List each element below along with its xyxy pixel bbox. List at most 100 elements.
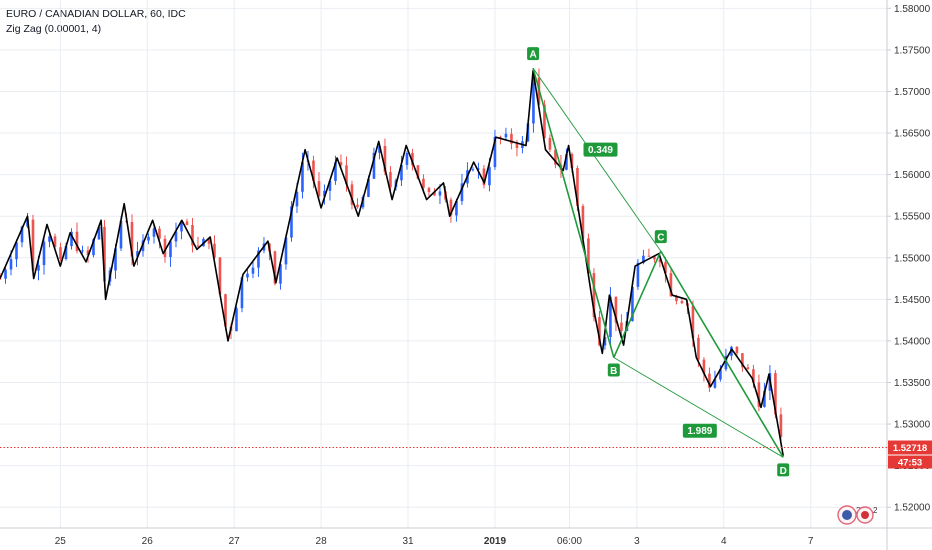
candle-body: [581, 205, 585, 239]
candle-body: [31, 219, 35, 271]
pattern-point-label: B: [610, 366, 617, 377]
candle-body: [763, 390, 766, 407]
candle-body: [284, 237, 288, 265]
candle-body: [609, 296, 612, 338]
candle-body: [48, 236, 51, 242]
pattern-point-badge: [607, 363, 620, 377]
pattern-ratio-label: 1.989: [687, 426, 712, 437]
candle-body: [0, 278, 2, 280]
candle-body: [70, 231, 73, 247]
candle-body: [658, 259, 662, 263]
candle-body: [372, 152, 376, 179]
candle-body: [191, 225, 194, 246]
candle-body: [757, 382, 761, 407]
candle-body: [471, 169, 475, 171]
candle-body: [92, 239, 95, 256]
candle-body: [4, 269, 7, 279]
candle-body: [334, 162, 337, 181]
candle-body: [416, 165, 420, 179]
candle-body: [603, 337, 607, 346]
price-tick-label: 1.57000: [894, 87, 931, 98]
time-tick-label: 27: [229, 536, 241, 547]
candle-body: [411, 152, 414, 166]
pattern-leg-cd: [660, 250, 784, 458]
candle-body: [636, 262, 640, 287]
price-tick-label: 1.52000: [894, 503, 931, 514]
price-tick-label: 1.58000: [894, 4, 931, 15]
candle-body: [675, 296, 678, 302]
candle-body: [136, 251, 139, 257]
candle-body: [378, 145, 381, 153]
bottom-icons[interactable]: 2 2: [836, 503, 882, 527]
candle-body: [196, 245, 200, 247]
candle-body: [493, 136, 497, 168]
time-tick-label: 06:00: [557, 536, 582, 547]
badge-count-2: 2: [873, 506, 878, 515]
pattern-point-badge: [654, 230, 667, 244]
candle-body: [152, 228, 156, 237]
candle-body: [515, 143, 519, 149]
candle-body: [257, 250, 260, 268]
candle-body: [9, 259, 13, 270]
candle-body: [735, 346, 739, 354]
pattern-ratio-badge: [583, 142, 618, 157]
candle-body: [180, 221, 183, 232]
candle-body: [598, 317, 601, 346]
candle-body: [702, 359, 706, 374]
candle-body: [708, 373, 711, 388]
candle-body: [158, 228, 161, 239]
candle-body: [647, 255, 651, 257]
candle-body: [240, 277, 244, 309]
candle-body: [488, 167, 491, 186]
candle-body: [86, 250, 90, 256]
candle-body: [460, 183, 464, 202]
pattern-point-label: D: [780, 466, 787, 477]
current-price-label: 1.52718: [893, 443, 927, 454]
candle-body: [251, 267, 255, 274]
candle-body: [235, 308, 238, 332]
pattern-point-badge: [777, 463, 790, 477]
price-tick-label: 1.53000: [894, 420, 931, 431]
candle-body: [631, 286, 634, 322]
pattern-diag-ac: [532, 67, 662, 252]
candle-body: [339, 162, 343, 166]
candle-body: [345, 165, 348, 185]
candle-body: [290, 206, 293, 238]
candle-body: [532, 77, 535, 124]
candle-body: [576, 168, 579, 206]
time-tick-label: 4: [721, 536, 727, 547]
candle-body: [130, 221, 134, 257]
candle-body: [328, 180, 332, 191]
candle-body: [774, 373, 777, 415]
price-tick-label: 1.53500: [894, 378, 931, 389]
candle-body: [400, 164, 403, 181]
candle-body: [53, 236, 57, 248]
candle-body: [185, 221, 189, 226]
pattern-leg-bc: [613, 250, 662, 358]
candle-body: [427, 187, 431, 192]
candle-body: [103, 226, 106, 282]
pattern-point-label: C: [657, 233, 664, 244]
candle-body: [691, 305, 695, 338]
candle-body: [317, 181, 321, 197]
candle-body: [37, 265, 40, 271]
time-tick-label: 28: [316, 536, 328, 547]
price-tick-label: 1.56000: [894, 170, 931, 181]
candle-body: [59, 247, 62, 260]
flag-icon: [842, 510, 852, 520]
candle-body: [301, 161, 304, 192]
candle-body: [614, 296, 618, 323]
indicator-legend[interactable]: Zig Zag (0.00001, 4): [6, 23, 102, 35]
price-tick-label: 1.56500: [894, 129, 931, 140]
candle-body: [510, 133, 513, 144]
candle-body: [383, 145, 387, 173]
candle-body: [499, 136, 502, 138]
pattern-point-badge: [527, 47, 540, 61]
candle-body: [746, 367, 750, 370]
candle-body: [570, 153, 574, 169]
pattern-point-label: A: [529, 50, 536, 61]
candle-body: [323, 190, 326, 197]
candle-body: [81, 250, 84, 252]
zigzag-line: [0, 69, 784, 456]
